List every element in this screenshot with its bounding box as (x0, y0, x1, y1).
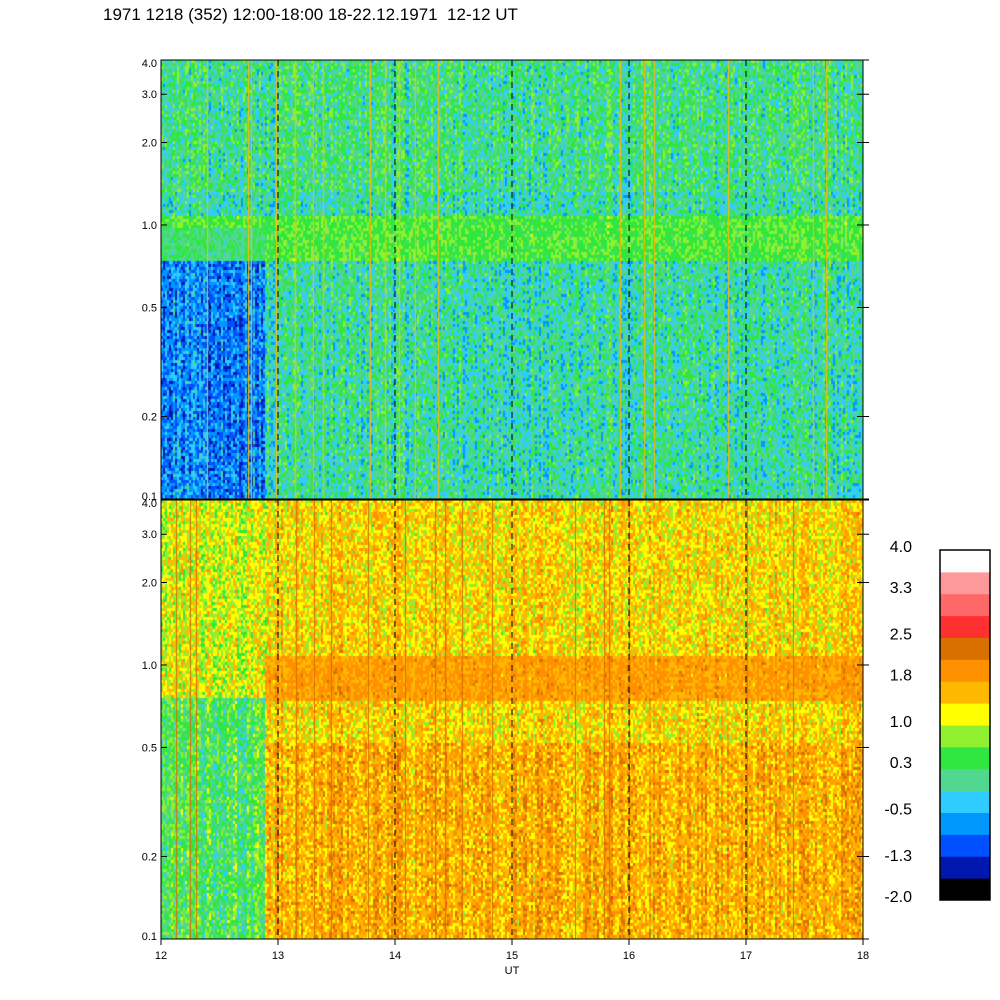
colorbar: 4.0 3.3 2.5 1.8 1.0 0.3 -0.5 -1.3 -2.0 (884, 539, 991, 906)
x-tick-label: 13 (272, 950, 284, 962)
x-tick-label: 12 (155, 950, 167, 962)
colorbar-bin (940, 637, 990, 660)
x-axis-label: UT (505, 965, 520, 977)
upper-spectrogram-panel: 0.1 0.2 0.5 1.0 2.0 3.0 4.0 (142, 58, 869, 503)
colorbar-label: -0.5 (884, 802, 912, 819)
colorbar-bin (940, 834, 990, 857)
colorbar-bin (940, 550, 990, 573)
colorbar-bin (940, 681, 990, 704)
colorbar-bin (940, 703, 990, 726)
colorbar-label: 0.3 (890, 755, 912, 772)
colorbar-label: -2.0 (884, 889, 912, 906)
colorbar-bin (940, 571, 990, 595)
x-axis: 12 13 14 15 16 17 18 UT (155, 939, 869, 977)
upper-heatmap-image (161, 60, 863, 499)
upper-y-tick-label: 0.1 (142, 491, 157, 503)
upper-y-tick-label: 2.0 (142, 137, 157, 149)
colorbar-label: 1.0 (890, 714, 912, 731)
lower-y-tick-label: 4.0 (142, 498, 157, 510)
upper-y-tick-label: 0.5 (142, 302, 157, 314)
lower-y-tick-label: 3.0 (142, 529, 157, 541)
colorbar-bin (940, 746, 990, 770)
x-tick-label: 17 (740, 950, 752, 962)
colorbar-bin (940, 878, 990, 901)
colorbar-frame (939, 549, 991, 901)
colorbar-label: 2.5 (890, 627, 912, 644)
upper-y-tick-label: 1.0 (142, 220, 157, 232)
colorbar-bin (940, 725, 990, 748)
colorbar-bin (940, 856, 990, 879)
lower-y-tick-label: 2.0 (142, 577, 157, 589)
colorbar-label: -1.3 (884, 848, 912, 865)
colorbar-label: 1.8 (890, 667, 912, 684)
upper-y-tick-label: 0.2 (142, 412, 157, 424)
lower-y-tick-label: 1.0 (142, 660, 157, 672)
lower-spectrogram-panel: 0.1 0.2 0.5 1.0 2.0 3.0 4.0 (142, 498, 869, 943)
colorbar-bin (940, 768, 990, 792)
colorbar-bin (940, 615, 990, 638)
upper-y-tick-label: 3.0 (142, 89, 157, 101)
colorbar-bin (940, 790, 990, 813)
x-tick-label: 18 (857, 950, 869, 962)
lower-y-tick-label: 0.5 (142, 742, 157, 754)
colorbar-bin (940, 812, 990, 835)
colorbar-label: 3.3 (890, 580, 912, 597)
lower-y-tick-label: 0.1 (142, 931, 157, 943)
x-tick-label: 15 (506, 950, 518, 962)
colorbar-label: 4.0 (890, 539, 912, 556)
colorbar-bin (940, 659, 990, 682)
page-title: 1971 1218 (352) 12:00-18:00 18-22.12.197… (103, 5, 518, 24)
colorbar-bin (940, 593, 990, 617)
lower-heatmap-image (161, 500, 863, 939)
x-tick-label: 14 (389, 950, 401, 962)
x-tick-label: 16 (623, 950, 635, 962)
upper-y-tick-label: 4.0 (142, 58, 157, 70)
lower-y-tick-label: 0.2 (142, 852, 157, 864)
